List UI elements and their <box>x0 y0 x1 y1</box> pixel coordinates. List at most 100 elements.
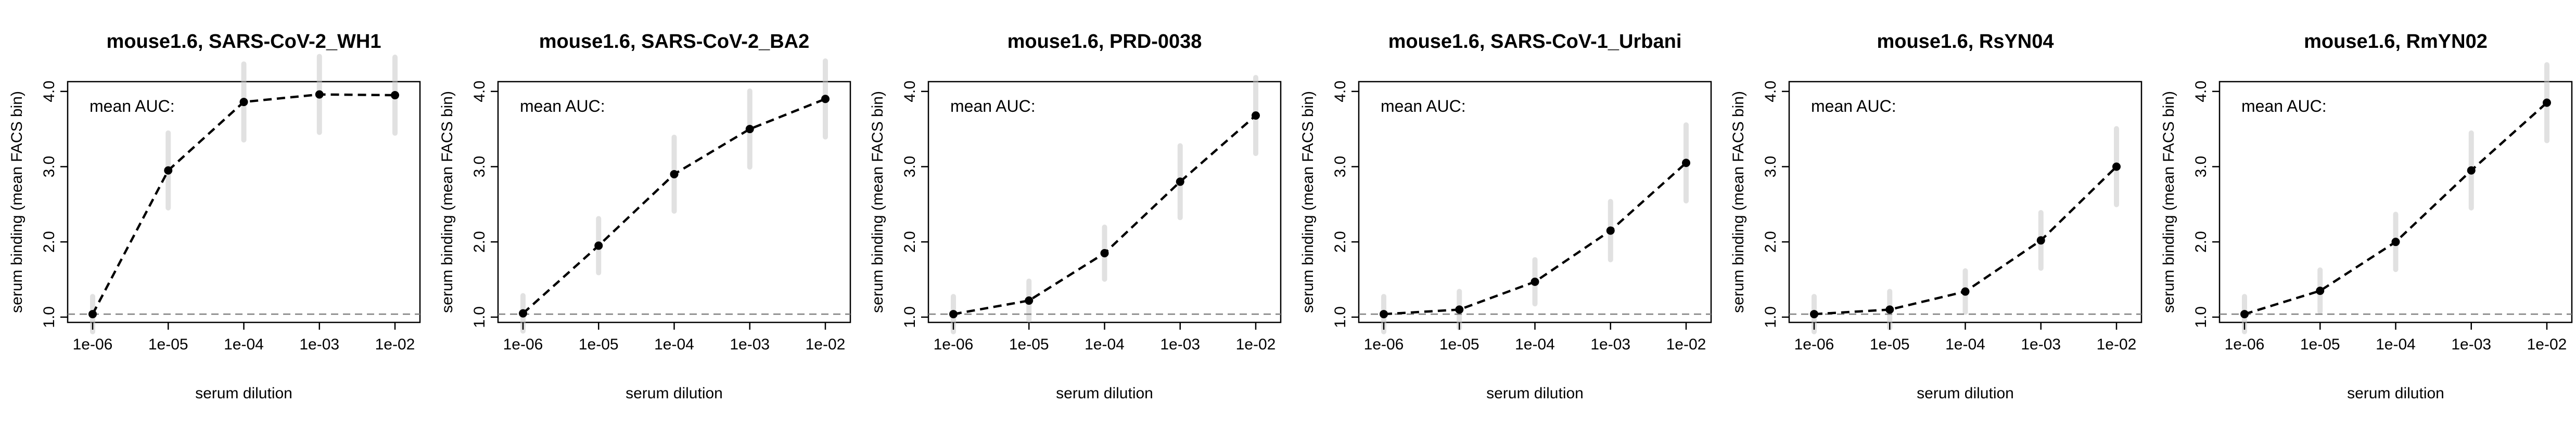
data-point <box>2467 166 2476 175</box>
y-tick-label: 1.0 <box>471 306 488 328</box>
y-tick-label: 3.0 <box>41 156 58 178</box>
y-axis-label: serum binding (mean FACS bin) <box>869 91 886 313</box>
y-tick-label: 3.0 <box>901 156 919 178</box>
data-point <box>1252 111 1260 120</box>
data-point <box>519 309 527 318</box>
x-axis-label: serum dilution <box>1486 385 1584 402</box>
x-tick-label: 1e-04 <box>1945 336 1985 353</box>
y-tick-label: 2.0 <box>1332 231 1349 253</box>
chart-panel-1: mouse1.6, SARS-CoV-2_WH1 1e-06 1e-05 1e-04 1… <box>8 31 421 402</box>
chart-panel-2: mouse1.6, SARS-CoV-2_BA2 1e-06 1e-05 1e-04 1… <box>439 31 851 402</box>
x-tick-label: 1e-03 <box>1160 336 1200 353</box>
y-tick-label: 4.0 <box>901 81 919 102</box>
chart-title: mouse1.6, PRD-0038 <box>1008 31 1202 53</box>
x-axis-label: serum dilution <box>1056 385 1153 402</box>
chart-panel-4: mouse1.6, SARS-CoV-1_Urbani 1e-06 1e-05 1e-… <box>1299 31 1712 402</box>
x-tick-label: 1e-03 <box>299 336 339 353</box>
y-tick-label: 2.0 <box>41 231 58 253</box>
data-point <box>1885 305 1894 314</box>
data-point <box>1025 296 1034 305</box>
data-point <box>391 91 399 100</box>
x-tick-label: 1e-02 <box>2097 336 2137 353</box>
data-point <box>745 125 754 134</box>
y-tick-label: 3.0 <box>2192 156 2210 178</box>
x-tick-label: 1e-05 <box>1439 336 1480 353</box>
y-tick-label: 1.0 <box>1332 306 1349 328</box>
mean-auc-label: mean AUC: <box>1381 97 1466 115</box>
y-tick-label: 4.0 <box>471 81 488 102</box>
y-tick-label: 2.0 <box>471 231 488 253</box>
x-tick-label: 1e-05 <box>1009 336 1049 353</box>
y-axis-label: serum binding (mean FACS bin) <box>2160 91 2177 313</box>
x-tick-label: 1e-03 <box>2451 336 2491 353</box>
series-line <box>2244 101 2548 316</box>
data-point <box>1682 159 1690 167</box>
data-point <box>594 241 603 250</box>
x-tick-label: 1e-04 <box>1085 336 1125 353</box>
x-axis-label: serum dilution <box>1917 385 2014 402</box>
x-tick-label: 1e-06 <box>2225 336 2265 353</box>
chart-title: mouse1.6, RsYN04 <box>1877 31 2054 53</box>
x-tick-label: 1e-06 <box>934 336 974 353</box>
data-point <box>2112 162 2121 171</box>
data-point <box>2240 310 2249 319</box>
x-tick-label: 1e-06 <box>503 336 543 353</box>
x-tick-label: 1e-04 <box>2376 336 2416 353</box>
x-tick-label: 1e-02 <box>806 336 846 353</box>
y-tick-label: 3.0 <box>1332 156 1349 178</box>
data-point <box>2391 238 2400 246</box>
x-tick-label: 1e-02 <box>1666 336 1706 353</box>
plot-frame <box>2218 81 2573 323</box>
mean-auc-label: mean AUC: <box>90 97 175 115</box>
data-point <box>2316 287 2325 295</box>
data-point <box>1455 305 1464 314</box>
x-tick-label: 1e-03 <box>730 336 770 353</box>
y-axis-label: serum binding (mean FACS bin) <box>8 91 25 313</box>
mean-auc-label: mean AUC: <box>950 97 1036 115</box>
x-tick-label: 1e-05 <box>1870 336 1910 353</box>
x-axis-label: serum dilution <box>626 385 723 402</box>
data-point <box>164 166 173 175</box>
x-tick-label: 1e-04 <box>224 336 264 353</box>
y-tick-label: 3.0 <box>471 156 488 178</box>
y-tick-label: 3.0 <box>1762 156 1779 178</box>
y-axis-label: serum binding (mean FACS bin) <box>1730 91 1747 313</box>
y-tick-label: 2.0 <box>2192 231 2210 253</box>
y-tick-label: 4.0 <box>1332 81 1349 102</box>
x-tick-label: 1e-02 <box>2527 336 2567 353</box>
chart-panel-3: mouse1.6, PRD-0038 1e-06 1e-05 1e-04 1e-03 1e… <box>869 31 1282 402</box>
y-tick-label: 1.0 <box>1762 306 1779 328</box>
y-axis-label: serum binding (mean FACS bin) <box>1299 91 1317 313</box>
data-point <box>1100 249 1109 257</box>
data-point <box>315 90 324 99</box>
x-tick-label: 1e-05 <box>579 336 619 353</box>
y-tick-label: 4.0 <box>1762 81 1779 102</box>
data-point <box>821 95 830 103</box>
mean-auc-label: mean AUC: <box>520 97 605 115</box>
x-tick-label: 1e-04 <box>654 336 694 353</box>
replicate-spread <box>90 54 398 334</box>
data-point <box>670 170 679 178</box>
x-axis-label: serum dilution <box>2347 385 2444 402</box>
data-point <box>1606 226 1615 235</box>
chart-title: mouse1.6, SARS-CoV-2_BA2 <box>539 31 810 53</box>
data-point <box>2036 236 2045 245</box>
chart-title: mouse1.6, RmYN02 <box>2304 31 2488 53</box>
y-tick-label: 4.0 <box>2192 81 2210 102</box>
data-point <box>1810 310 1818 319</box>
x-axis-label: serum dilution <box>195 385 292 402</box>
y-tick-label: 1.0 <box>2192 306 2210 328</box>
x-tick-label: 1e-03 <box>2021 336 2061 353</box>
plot-frame <box>927 81 1282 323</box>
chart-panel-5: mouse1.6, RsYN04 1e-06 1e-05 1e-04 1e-03 1e-0… <box>1730 31 2143 402</box>
data-point <box>88 310 97 319</box>
x-tick-label: 1e-06 <box>1364 336 1404 353</box>
y-tick-label: 4.0 <box>41 81 58 102</box>
data-point <box>949 310 958 319</box>
x-tick-label: 1e-05 <box>2300 336 2340 353</box>
data-point <box>1380 310 1388 319</box>
y-tick-label: 2.0 <box>901 231 919 253</box>
y-axis-label: serum binding (mean FACS bin) <box>439 91 456 313</box>
x-tick-label: 1e-04 <box>1515 336 1555 353</box>
